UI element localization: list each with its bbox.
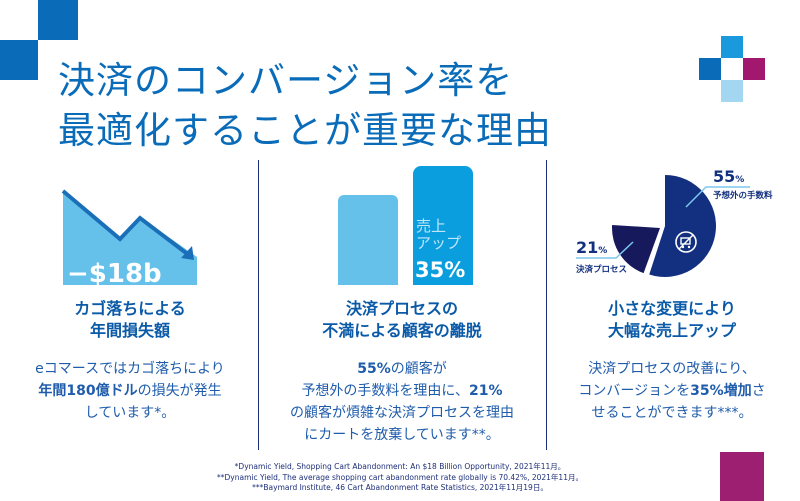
highlight-text: 21% xyxy=(469,383,503,399)
decor-square xyxy=(38,0,78,40)
highlight-text: 35%増加 xyxy=(690,383,752,399)
body-text: しています*。 xyxy=(84,405,176,421)
decor-square xyxy=(0,40,38,80)
abandonment-pie-chart: 55% 予想外の手数料 21% 決済プロセス xyxy=(576,167,773,277)
leader-line-process xyxy=(576,241,634,259)
decline-arrow-line xyxy=(61,189,192,258)
decor-square xyxy=(721,36,743,58)
body-text: さ xyxy=(751,383,766,399)
decor-square xyxy=(743,58,765,80)
column-body: 55%の顧客が 予想外の手数料を理由に、21% の顧客が煩雑な決済プロセスを理由 にカ… xyxy=(262,358,542,446)
body-line: eコマースではカゴ落ちにより xyxy=(20,358,240,380)
page-title: 決済のコンバージョン率を 最適化することが重要な理由 xyxy=(58,56,552,156)
column-cart-loss: カゴ落ちによる 年間損失額 eコマースではカゴ落ちにより 年間180億ドルの損失が発… xyxy=(20,298,240,424)
footnote: **Dynamic Yield, The average shopping ca… xyxy=(217,472,583,482)
decline-arrowhead xyxy=(181,246,194,260)
highlight-text: 55% xyxy=(357,361,391,377)
decor-square xyxy=(720,452,764,501)
slice-process-label: 決済プロセス xyxy=(576,264,627,275)
pie-slice-fees xyxy=(649,175,716,277)
decor-square xyxy=(721,80,743,102)
body-text: eコマースではカゴ落ちにより xyxy=(35,361,225,377)
footnote: *Dynamic Yield, Shopping Cart Abandonmen… xyxy=(234,462,566,471)
title-line-2: 最適化することが重要な理由 xyxy=(58,109,552,152)
bar-value-label: 35% xyxy=(415,258,466,282)
body-line: 年間180億ドルの損失が発生 xyxy=(20,380,240,402)
body-line: 決済プロセスの改善にり、 xyxy=(552,358,792,380)
body-line: コンバージョンを35%増加さ xyxy=(552,380,792,402)
column-divider xyxy=(546,160,547,450)
loss-area xyxy=(63,190,197,285)
column-heading: 小さな変更により 大幅な売上アップ xyxy=(607,299,736,340)
slice-process-value: 21% xyxy=(576,238,607,257)
highlight-text: 年間180億ドル xyxy=(38,383,138,399)
footnotes: *Dynamic Yield, Shopping Cart Abandonmen… xyxy=(200,462,600,494)
body-text: の顧客が xyxy=(390,361,447,377)
body-text: の顧客が煩雑な決済プロセスを理由 xyxy=(290,405,514,421)
slice-fees-label: 予想外の手数料 xyxy=(713,190,773,201)
body-line: せることができます***。 xyxy=(552,402,792,424)
body-text: 予想外の手数料を理由に、 xyxy=(301,383,470,399)
body-line: 予想外の手数料を理由に、21% xyxy=(262,380,542,402)
cart-crossed-icon xyxy=(675,231,697,253)
body-line: 55%の顧客が xyxy=(262,358,542,380)
leader-line-fees xyxy=(685,186,750,208)
body-text: にカートを放棄しています**。 xyxy=(304,427,500,443)
column-divider xyxy=(258,160,259,450)
bar-before xyxy=(338,195,398,285)
decor-square xyxy=(699,58,721,80)
body-text: せることができます***。 xyxy=(591,405,753,421)
column-body: eコマースではカゴ落ちにより 年間180億ドルの損失が発生 しています*。 xyxy=(20,358,240,424)
footnote: ***Baymard Institute, 46 Cart Abandonmen… xyxy=(252,483,548,492)
loss-value-label: −$18b xyxy=(67,259,162,289)
body-text: 決済プロセスの改善にり、 xyxy=(588,361,756,377)
body-line: の顧客が煩雑な決済プロセスを理由 xyxy=(262,402,542,424)
body-text: の損失が発生 xyxy=(137,383,222,399)
slice-fees-value: 55% xyxy=(713,167,744,186)
body-text: コンバージョンを xyxy=(578,383,691,399)
column-body: 決済プロセスの改善にり、コンバージョンを35%増加させることができます***。 xyxy=(552,358,792,424)
column-dissatisfaction: 決済プロセスの 不満による顧客の離脱 55%の顧客が 予想外の手数料を理由に、21%… xyxy=(262,298,542,446)
body-line: しています*。 xyxy=(20,402,240,424)
bar-label: 売上 アップ xyxy=(416,217,462,252)
pie-slice-process xyxy=(612,224,660,274)
loss-chart-graphic: −$18b xyxy=(61,189,197,289)
column-heading: カゴ落ちによる 年間損失額 xyxy=(74,299,186,340)
bar-after: 売上 アップ 35% xyxy=(413,166,473,285)
column-sales-increase: 小さな変更により 大幅な売上アップ 決済プロセスの改善にり、コンバージョンを35%… xyxy=(552,298,792,424)
title-line-1: 決済のコンバージョン率を xyxy=(58,59,514,102)
body-line: にカートを放棄しています**。 xyxy=(262,424,542,446)
column-heading: 決済プロセスの 不満による顧客の離脱 xyxy=(322,299,482,340)
